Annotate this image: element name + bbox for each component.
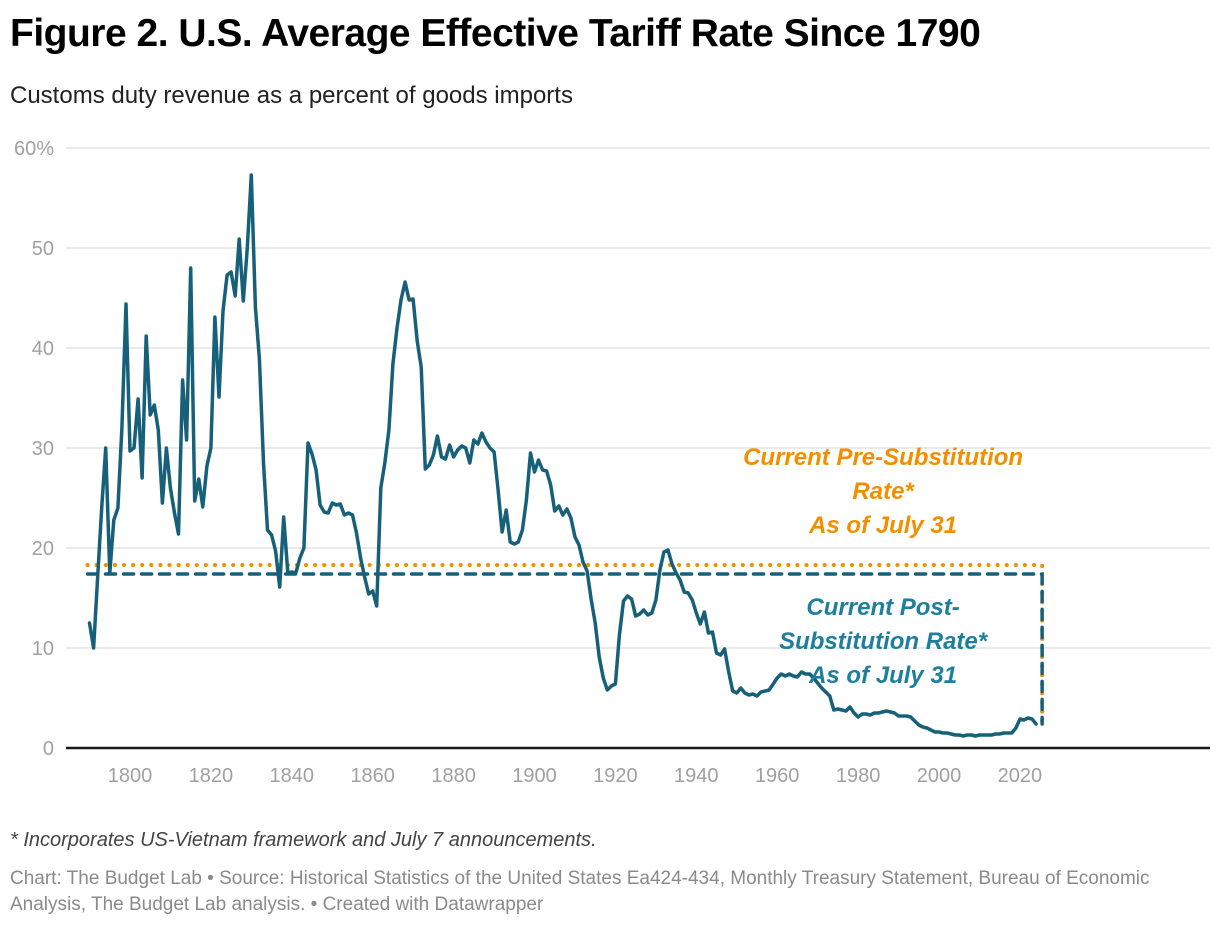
y-axis-ticks: 0 10 20 30 40 50 60% xyxy=(14,138,54,760)
series-group xyxy=(87,173,1038,738)
y-tick-label: 50 xyxy=(32,238,54,260)
x-tick-label: 1980 xyxy=(836,765,881,787)
pre-substitution-rate-line xyxy=(85,563,1045,726)
y-tick-label: 40 xyxy=(32,338,54,360)
x-tick-label: 1940 xyxy=(674,765,719,787)
y-tick-label: 10 xyxy=(32,638,54,660)
x-tick-label: 1860 xyxy=(350,765,395,787)
chart-subtitle: Customs duty revenue as a percent of goo… xyxy=(10,82,573,109)
y-tick-label: 0 xyxy=(43,738,54,760)
gridlines xyxy=(66,147,1210,649)
reference-lines xyxy=(85,563,1045,726)
annotation-line: As of July 31 xyxy=(808,662,957,689)
x-tick-label: 1820 xyxy=(189,765,234,787)
footnote: * Incorporates US-Vietnam framework and … xyxy=(10,829,597,851)
x-tick-label: 1840 xyxy=(270,765,315,787)
annotation-line: Substitution Rate* xyxy=(779,628,989,655)
annotations: Current Pre-Substitution Rate* As of July … xyxy=(743,444,1023,689)
source-credit: Chart: The Budget Lab • Source: Historic… xyxy=(10,868,1150,915)
pre-substitution-label: Current Pre-Substitution Rate* As of July … xyxy=(743,444,1023,539)
x-tick-label: 1800 xyxy=(108,765,153,787)
post-substitution-rate-line xyxy=(85,572,1044,726)
x-tick-label: 1880 xyxy=(431,765,476,787)
x-axis-ticks: 1800 1820 1840 1860 1880 1900 1920 1940 1960 1980… xyxy=(108,765,1042,787)
x-tick-label: 2000 xyxy=(917,765,962,787)
x-tick-label: 1900 xyxy=(512,765,557,787)
annotation-line: Rate* xyxy=(852,478,915,505)
chart-title: Figure 2. U.S. Average Effective Tariff … xyxy=(10,12,981,55)
x-tick-label: 1920 xyxy=(593,765,638,787)
annotation-line: As of July 31 xyxy=(808,512,957,539)
y-tick-label: 60% xyxy=(14,138,54,160)
annotation-line: Current Post- xyxy=(806,594,959,621)
post-substitution-label: Current Post- Substitution Rate* As of Jul… xyxy=(779,594,989,689)
x-tick-label: 1960 xyxy=(755,765,800,787)
y-tick-label: 20 xyxy=(32,538,54,560)
tariff-rate-series-line xyxy=(87,173,1038,738)
y-tick-label: 30 xyxy=(32,438,54,460)
x-tick-label: 2020 xyxy=(998,765,1043,787)
annotation-line: Current Pre-Substitution xyxy=(743,444,1023,471)
